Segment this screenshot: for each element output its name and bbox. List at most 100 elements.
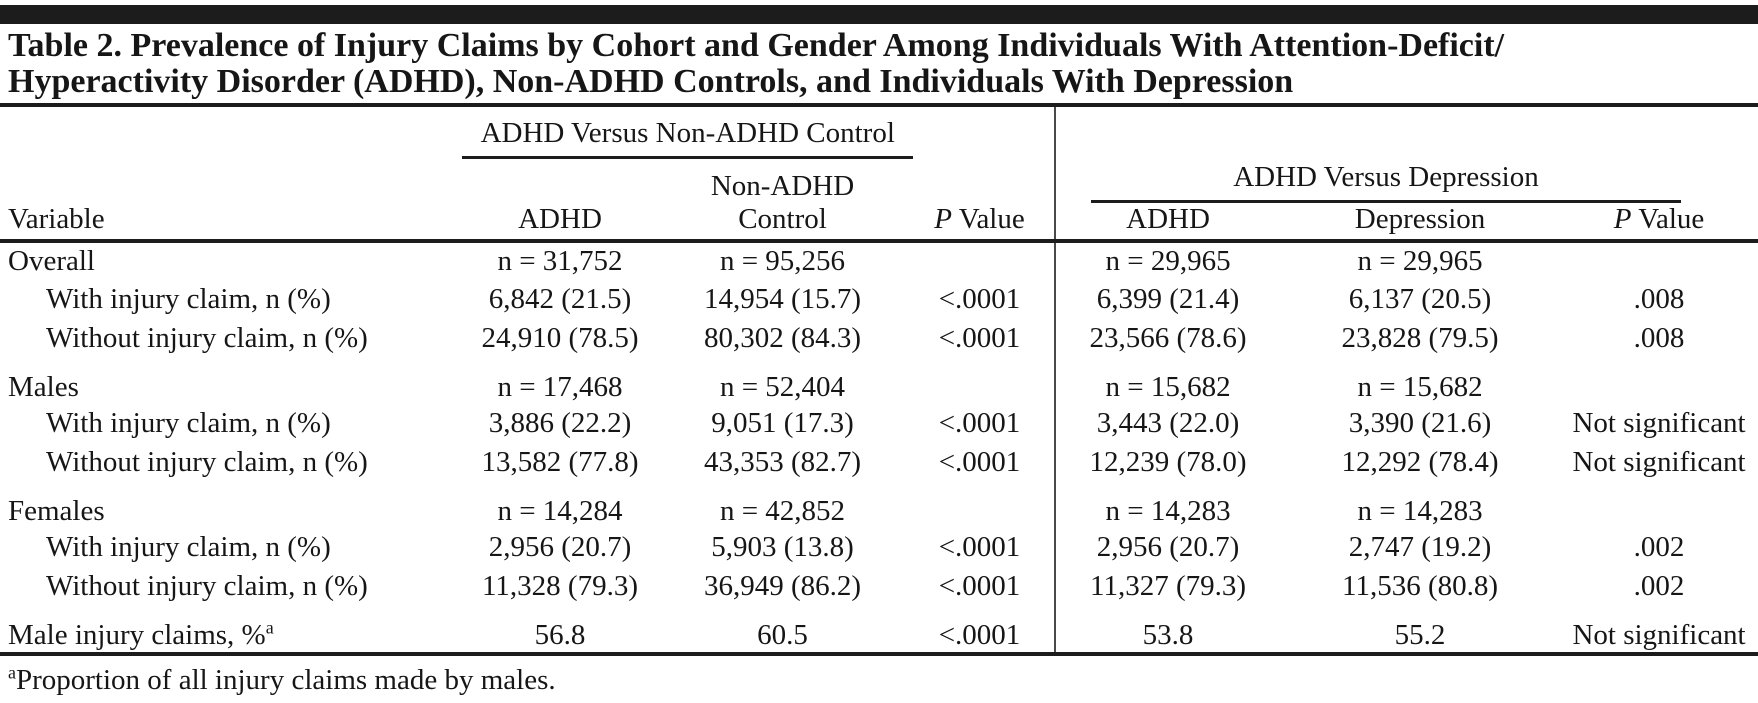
table-row-males-without-claim: Without injury claim, n (%) 13,582 (77.8…: [0, 443, 1758, 482]
column-header-depression: Depression: [1280, 203, 1561, 243]
data-cell: <.0001: [938, 531, 1021, 563]
row-label-text: Male injury claims, %: [8, 619, 266, 651]
data-cell: 43,353 (82.7): [703, 446, 862, 478]
row-label: With injury claim, n (%): [46, 407, 331, 439]
p-italic: P: [934, 203, 952, 235]
row-label: Without injury claim, n (%): [46, 570, 368, 602]
top-rule-bar: [0, 5, 1758, 24]
data-cell: [905, 482, 1055, 528]
data-cell: 56.8: [460, 606, 660, 656]
spacer-cell: [0, 105, 460, 159]
data-cell: 12,292 (78.4): [1341, 446, 1499, 478]
data-cell: n = 95,256: [719, 245, 846, 277]
data-cell: n = 17,468: [497, 371, 623, 403]
data-cell: n = 52,404: [719, 371, 846, 403]
column-header-row: Variable ADHD Control P Value ADHD Depre…: [0, 203, 1758, 243]
data-cell: 6,137 (20.5): [1348, 283, 1492, 315]
spacer-cell: [0, 159, 460, 203]
data-cell: <.0001: [938, 570, 1021, 602]
data-cell: 53.8: [1054, 606, 1281, 656]
table-row-overall-without-claim: Without injury claim, n (%) 24,910 (78.5…: [0, 319, 1758, 358]
table-footnote: aProportion of all injury claims made by…: [0, 656, 1758, 703]
row-label: Without injury claim, n (%): [46, 322, 368, 354]
data-cell: 55.2: [1280, 606, 1561, 656]
table-row-overall: Overall n = 31,752 n = 95,256 n = 29,965…: [0, 241, 1758, 280]
table-row-females-with-claim: With injury claim, n (%) 2,956 (20.7) 5,…: [0, 528, 1758, 567]
data-cell: .008: [1633, 283, 1685, 315]
data-cell: 6,842 (21.5): [488, 283, 632, 315]
prevalence-table: ADHD Versus Non-ADHD Control Non-ADHD AD…: [0, 103, 1758, 656]
row-label: Male injury claims, %a: [0, 606, 460, 656]
data-cell: 23,566 (78.6): [1054, 319, 1281, 358]
column-group-header-left-cell: ADHD Versus Non-ADHD Control: [460, 105, 1055, 159]
data-cell: [1560, 482, 1758, 528]
data-cell: 23,828 (79.5): [1341, 322, 1499, 354]
data-cell: 11,327 (79.3): [1054, 567, 1281, 606]
data-cell: 2,956 (20.7): [488, 531, 632, 563]
data-cell: 24,910 (78.5): [481, 322, 639, 354]
data-cell: Not significant: [1572, 446, 1746, 478]
data-cell: [1560, 358, 1758, 404]
column-header-adhd-right: ADHD: [1054, 203, 1281, 243]
row-label: Overall: [8, 245, 95, 277]
table-row-females-without-claim: Without injury claim, n (%) 11,328 (79.3…: [0, 567, 1758, 606]
data-cell: 5,903 (13.8): [711, 531, 854, 563]
data-cell: n = 29,965: [1357, 245, 1483, 277]
table-title-line2: Hyperactivity Disorder (ADHD), Non-ADHD …: [8, 63, 1294, 100]
data-cell: 80,302 (84.3): [703, 322, 862, 354]
data-cell: n = 15,682: [1054, 358, 1281, 404]
data-cell: 11,328 (79.3): [482, 570, 638, 602]
group-header-row: ADHD Versus Non-ADHD Control: [0, 105, 1758, 159]
data-cell: .002: [1633, 570, 1685, 602]
data-cell: n = 42,852: [719, 495, 846, 527]
table-row-males-with-claim: With injury claim, n (%) 3,886 (22.2) 9,…: [0, 404, 1758, 443]
data-cell: 60.5: [660, 606, 905, 656]
footnote-marker: a: [265, 617, 274, 638]
row-label: With injury claim, n (%): [46, 283, 331, 315]
data-cell: n = 31,752: [497, 245, 623, 277]
data-cell: 2,747 (19.2): [1348, 531, 1492, 563]
table-row-males: Males n = 17,468 n = 52,404 n = 15,682 n…: [0, 358, 1758, 404]
data-cell: <.0001: [938, 322, 1021, 354]
p-italic: P: [1613, 203, 1632, 235]
column-header-adhd-left: ADHD: [460, 203, 660, 243]
p-rest: Value: [1631, 203, 1705, 235]
data-cell: n = 14,284: [497, 495, 623, 527]
table-title-line1: Table 2. Prevalence of Injury Claims by …: [8, 27, 1505, 64]
row-label: Females: [8, 495, 105, 527]
column-header-control-line1: Non-ADHD: [710, 170, 855, 202]
data-cell: <.0001: [938, 283, 1021, 315]
row-label: Without injury claim, n (%): [46, 446, 368, 478]
table-row-overall-with-claim: With injury claim, n (%) 6,842 (21.5) 14…: [0, 280, 1758, 319]
data-cell: 14,954 (15.7): [703, 283, 862, 315]
data-cell: n = 29,965: [1054, 241, 1281, 280]
data-cell: 36,949 (86.2): [703, 570, 862, 602]
spacer-cell: [460, 159, 660, 203]
data-cell: 6,399 (21.4): [1054, 280, 1281, 319]
table-title: Table 2. Prevalence of Injury Claims by …: [0, 24, 1758, 103]
data-cell: <.0001: [938, 407, 1021, 439]
data-cell: Not significant: [1572, 407, 1746, 439]
data-cell: .002: [1633, 531, 1685, 563]
column-group-header-left: ADHD Versus Non-ADHD Control: [462, 117, 914, 159]
row-label: With injury claim, n (%): [46, 531, 331, 563]
data-cell: n = 14,283: [1054, 482, 1281, 528]
data-cell: n = 15,682: [1357, 371, 1483, 403]
table-row-females: Females n = 14,284 n = 42,852 n = 14,283…: [0, 482, 1758, 528]
data-cell: 11,536 (80.8): [1342, 570, 1499, 602]
data-cell: n = 14,283: [1357, 495, 1483, 527]
p-rest: Value: [951, 203, 1025, 235]
data-cell: 2,956 (20.7): [1054, 528, 1281, 567]
footnote-text: Proportion of all injury claims made by …: [15, 664, 556, 696]
column-header-variable: Variable: [0, 203, 460, 243]
data-cell: 3,390 (21.6): [1348, 407, 1492, 439]
column-group-header-right-cell: ADHD Versus Depression: [1054, 159, 1758, 203]
column-header-pvalue-left: P Value: [905, 203, 1056, 243]
data-cell: 12,239 (78.0): [1054, 443, 1281, 482]
data-cell: [905, 241, 1055, 280]
data-cell: 3,443 (22.0): [1054, 404, 1281, 443]
data-cell: [905, 358, 1055, 404]
column-header-pvalue-right: P Value: [1560, 203, 1758, 243]
data-cell: Not significant: [1560, 606, 1758, 656]
